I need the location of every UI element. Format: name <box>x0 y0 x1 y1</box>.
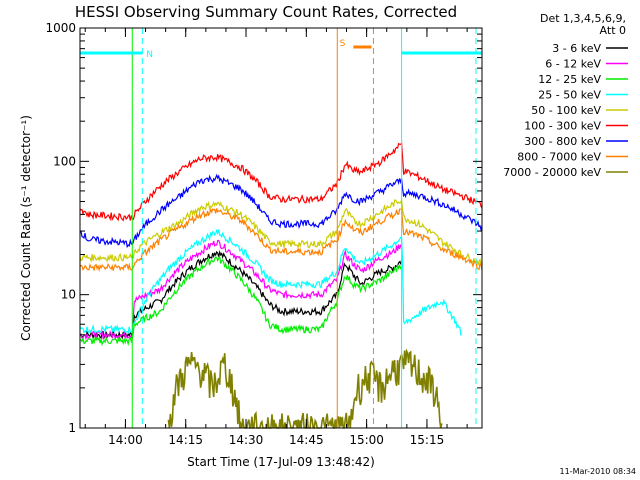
annotation-layer: NS <box>79 28 482 428</box>
chart-title: HESSI Observing Summary Count Rates, Cor… <box>75 3 457 21</box>
footer-timestamp: 11-Mar-2010 08:34 <box>560 467 637 476</box>
legend-label: 6 - 12 keV <box>545 58 601 71</box>
legend-label: 300 - 800 keV <box>524 135 601 148</box>
series-line <box>79 173 483 249</box>
x-tick-label: 14:45 <box>289 433 324 447</box>
x-tick-label: 15:15 <box>410 433 445 447</box>
y-axis-label: Corrected Count Rate (s⁻¹ detector⁻¹) <box>19 115 33 341</box>
mode-label: N <box>146 50 153 60</box>
legend-label: 50 - 100 keV <box>531 104 601 117</box>
legend-header: Det 1,3,4,5,6,9, <box>540 12 626 25</box>
legend-label: 800 - 7000 keV <box>517 151 601 164</box>
series-layer <box>79 141 483 429</box>
plot-frame <box>79 27 483 429</box>
legend: Det 1,3,4,5,6,9,Att 0 3 - 6 keV 6 - 12 keV… <box>503 12 628 179</box>
legend-header: Att 0 <box>600 24 626 37</box>
y-tick-label: 1 <box>68 421 76 435</box>
x-tick-label: 14:30 <box>229 433 264 447</box>
y-tick-label: 1000 <box>45 21 76 35</box>
x-tick-label: 14:15 <box>168 433 203 447</box>
y-tick-label: 10 <box>61 288 76 302</box>
series-line <box>79 141 483 222</box>
series-line <box>79 239 403 341</box>
mode-label: S <box>340 39 346 49</box>
series-line <box>79 255 403 347</box>
x-axis-label: Start Time (17-Jul-09 13:48:42) <box>187 455 375 469</box>
legend-label: 7000 - 20000 keV <box>503 166 601 179</box>
legend-label: 25 - 50 keV <box>538 89 601 102</box>
x-tick-label: 15:00 <box>349 433 384 447</box>
series-line <box>79 199 483 266</box>
legend-label: 12 - 25 keV <box>538 73 601 86</box>
x-tick-label: 14:00 <box>108 433 143 447</box>
legend-label: 100 - 300 keV <box>524 120 601 133</box>
series-line <box>79 228 463 336</box>
series-line <box>167 348 443 429</box>
axis-layer: 1 10 100 1000 14:00 14:15 14:30 14:45 15:00 15:15 <box>45 21 482 447</box>
series-line <box>79 207 483 272</box>
y-tick-label: 100 <box>53 154 76 168</box>
legend-label: 3 - 6 keV <box>552 42 601 55</box>
